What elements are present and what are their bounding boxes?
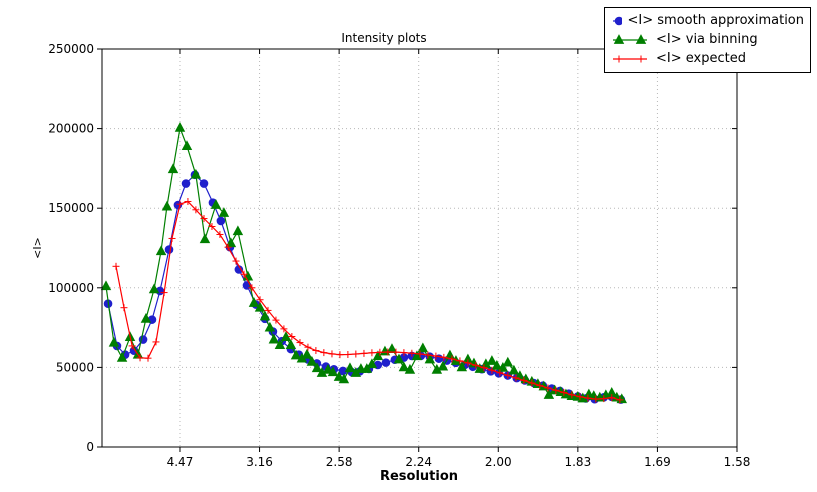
x-tick-label: 4.47 xyxy=(167,455,194,469)
triangle-marker xyxy=(613,34,625,44)
triangle-marker xyxy=(417,342,429,353)
triangle-marker xyxy=(497,362,509,372)
legend-label: <I> via binning xyxy=(656,32,758,47)
triangle-marker xyxy=(100,280,112,291)
legend-swatch-via-binning-icon xyxy=(613,34,647,44)
triangle-marker xyxy=(327,366,339,377)
series-1 xyxy=(100,121,628,404)
data-series xyxy=(100,121,628,404)
y-tick-label: 0 xyxy=(86,440,94,454)
x-axis-label: Resolution xyxy=(380,469,458,484)
triangle-marker xyxy=(199,233,211,244)
legend-item: <I> via binning xyxy=(610,31,804,49)
circle-marker xyxy=(381,358,391,367)
triangle-marker xyxy=(411,350,423,361)
triangle-marker xyxy=(361,363,373,373)
triangle-marker xyxy=(285,339,297,350)
triangle-marker xyxy=(190,168,202,179)
legend: <I> smooth approximation <I> via binning… xyxy=(604,7,811,73)
triangle-marker xyxy=(398,361,410,372)
series-2 xyxy=(112,198,624,404)
triangle-marker xyxy=(486,355,498,365)
plot-border xyxy=(101,48,738,448)
y-tick-label: 100000 xyxy=(48,281,94,295)
chart-title: Intensity plots xyxy=(341,31,426,45)
x-tick-label: 1.58 xyxy=(724,455,751,469)
triangle-marker xyxy=(386,343,398,353)
triangle-marker xyxy=(155,245,167,256)
y-tick-label: 150000 xyxy=(48,201,94,215)
triangle-marker xyxy=(437,360,449,371)
triangle-marker xyxy=(280,331,292,342)
triangle-marker xyxy=(301,348,313,359)
grid-lines xyxy=(102,49,737,447)
y-tick-label: 50000 xyxy=(56,360,94,374)
triangle-marker xyxy=(502,356,514,367)
legend-label: <I> smooth approximation xyxy=(627,13,804,28)
triangle-marker xyxy=(254,301,266,312)
triangle-marker xyxy=(218,207,230,217)
triangle-marker xyxy=(232,225,244,236)
axis-ticks xyxy=(97,48,738,452)
x-tick-label: 2.00 xyxy=(485,455,512,469)
circle-marker xyxy=(173,200,183,210)
legend-label: <I> expected xyxy=(656,51,746,66)
triangle-marker xyxy=(290,349,302,360)
triangle-marker xyxy=(248,297,260,307)
triangle-marker xyxy=(161,200,173,211)
triangle-marker xyxy=(268,333,280,344)
triangle-marker xyxy=(491,359,503,370)
triangle-marker xyxy=(404,363,416,374)
triangle-marker xyxy=(338,373,350,384)
triangle-marker xyxy=(264,321,276,332)
x-tick-label: 2.58 xyxy=(326,455,353,469)
triangle-marker xyxy=(393,353,405,364)
series-line xyxy=(115,200,621,401)
triangle-marker xyxy=(508,364,520,375)
circle-marker xyxy=(216,216,226,226)
triangle-marker xyxy=(181,140,193,151)
y-tick-label: 250000 xyxy=(48,42,94,56)
triangle-marker xyxy=(344,362,356,373)
axis-tick-labels: 4.47 3.16 2.58 2.24 2.00 1.83 1.69 1.58 0 50000 10… xyxy=(48,42,750,469)
triangle-marker xyxy=(140,312,152,323)
triangle-marker xyxy=(148,283,160,294)
triangle-marker xyxy=(274,339,286,350)
x-tick-label: 1.69 xyxy=(644,455,671,469)
x-tick-label: 2.24 xyxy=(405,455,432,469)
triangle-marker xyxy=(333,371,345,381)
legend-item: <I> smooth approximation xyxy=(610,12,804,30)
legend-item: <I> expected xyxy=(610,50,804,68)
series-line xyxy=(107,173,621,401)
triangle-marker xyxy=(225,237,237,248)
triangle-marker xyxy=(311,362,323,373)
triangle-marker xyxy=(366,358,378,369)
triangle-marker xyxy=(474,363,486,373)
circle-marker xyxy=(164,245,174,254)
y-axis-label: <I> xyxy=(31,237,44,259)
triangle-marker xyxy=(167,163,179,174)
legend-swatch-expected-icon xyxy=(613,55,647,63)
triangle-marker xyxy=(108,336,120,347)
x-tick-label: 3.16 xyxy=(246,455,273,469)
circle-marker xyxy=(614,16,622,26)
y-tick-label: 200000 xyxy=(48,122,94,136)
triangle-marker xyxy=(210,199,222,209)
legend-swatch-smooth-approximation-icon xyxy=(613,16,622,26)
triangle-marker xyxy=(116,351,128,362)
triangle-marker xyxy=(322,363,334,374)
triangle-marker xyxy=(635,34,647,44)
circle-marker xyxy=(199,179,209,188)
x-tick-label: 1.83 xyxy=(564,455,591,469)
triangle-marker xyxy=(259,310,271,321)
circle-marker xyxy=(181,179,191,188)
triangle-marker xyxy=(306,355,318,366)
triangle-marker xyxy=(174,121,186,132)
series-line xyxy=(105,125,622,400)
triangle-marker xyxy=(456,361,468,372)
triangle-marker xyxy=(424,353,436,364)
